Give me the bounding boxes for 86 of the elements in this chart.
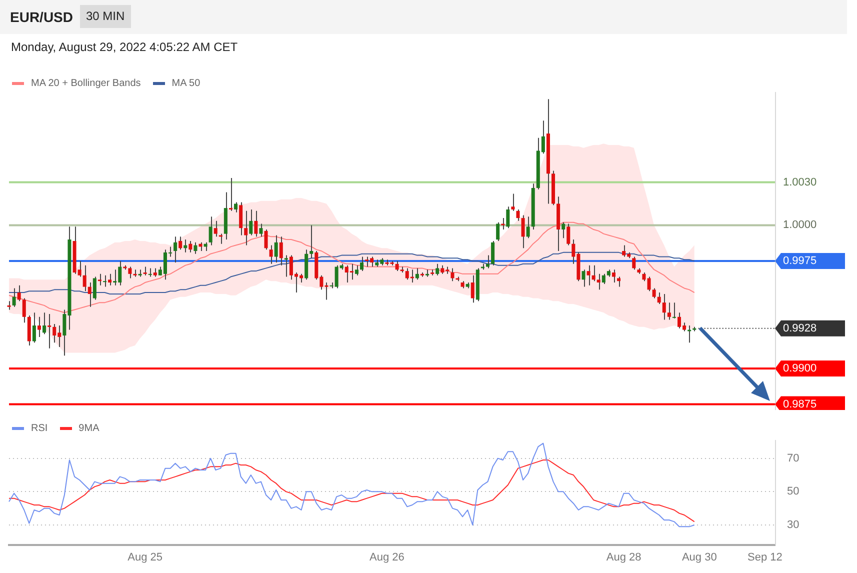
candlestick	[486, 254, 490, 269]
candlestick	[652, 288, 656, 299]
candlestick	[254, 210, 258, 238]
candlestick	[450, 268, 454, 282]
candlestick	[48, 314, 52, 349]
candlestick	[234, 202, 238, 213]
candlestick	[32, 312, 36, 344]
candlestick	[214, 220, 218, 238]
candlestick	[516, 208, 520, 222]
candlestick	[617, 276, 621, 288]
candlestick	[491, 240, 495, 266]
candlestick	[566, 223, 570, 246]
y-tick-label: 50	[787, 486, 800, 498]
ref-line-label: 0.9975	[783, 255, 817, 268]
candlestick	[148, 268, 152, 278]
legend-label: 9MA	[78, 423, 100, 434]
candlestick	[92, 276, 96, 300]
candlestick	[506, 206, 510, 229]
candlestick	[310, 224, 314, 259]
candlestick	[228, 177, 232, 212]
candlestick	[632, 256, 636, 270]
x-tick-label: Aug 26	[370, 552, 404, 564]
candlestick	[244, 210, 248, 246]
candlestick	[239, 202, 243, 236]
candlestick	[521, 214, 525, 249]
x-tick-label: Sep 12	[747, 552, 782, 564]
candlestick	[470, 274, 474, 304]
ref-line-label: 0.9928	[783, 322, 817, 334]
candlestick	[188, 240, 192, 253]
candlestick	[582, 269, 586, 288]
ref-line-label: 1.0000	[783, 219, 817, 232]
legend-label: MA 20 + Bollinger Bands	[30, 78, 141, 89]
candlestick	[17, 284, 21, 302]
ref-line-label: 0.9875	[783, 398, 817, 410]
candlestick	[82, 264, 86, 292]
candlestick	[98, 273, 102, 286]
candlestick	[42, 312, 46, 335]
chart-title: EUR/USD	[10, 9, 74, 25]
candlestick	[436, 263, 440, 276]
candlestick	[174, 236, 178, 263]
candlestick	[511, 193, 515, 212]
candlestick	[662, 293, 666, 320]
candlestick	[178, 236, 182, 250]
candlestick	[22, 298, 26, 324]
candlestick	[37, 316, 41, 338]
candlestick	[88, 282, 92, 308]
candlestick	[360, 256, 364, 272]
candlestick	[284, 254, 288, 278]
ref-line-label: 1.0030	[783, 176, 817, 188]
y-tick-label: 30	[787, 519, 800, 532]
candlestick	[672, 302, 676, 319]
candlestick	[415, 268, 419, 280]
legend-label: RSI	[30, 423, 48, 434]
candlestick	[279, 236, 283, 266]
text: 30 MIN	[80, 5, 131, 28]
candlestick	[496, 222, 500, 242]
candlestick	[12, 288, 16, 308]
candlestick	[218, 233, 222, 244]
y-tick-label: 70	[787, 452, 800, 464]
candlestick	[612, 269, 616, 284]
candlestick	[526, 216, 530, 239]
x-tick-label: Aug 28	[606, 552, 642, 564]
candlestick	[128, 266, 132, 279]
candlestick	[102, 274, 107, 288]
candlestick	[602, 273, 606, 284]
ref-line-label: 0.9900	[783, 362, 817, 374]
legend-label: MA 50	[170, 78, 200, 89]
candlestick	[354, 264, 358, 276]
candlestick	[596, 273, 600, 290]
x-tick-label: Aug 30	[682, 552, 717, 564]
candlestick	[108, 273, 112, 286]
candlestick	[269, 244, 273, 264]
candlestick	[259, 223, 263, 238]
x-tick-label: Aug 25	[128, 552, 163, 564]
candlestick	[667, 302, 671, 320]
candlestick	[249, 208, 253, 236]
candlestick	[395, 260, 399, 272]
candlestick	[194, 242, 198, 254]
candlestick	[274, 234, 278, 263]
candlestick	[208, 216, 212, 246]
candlestick	[586, 264, 590, 286]
chart-subtitle: Monday, August 29, 2022 4:05:22 AM CET	[11, 40, 238, 54]
candlestick	[562, 222, 566, 239]
candlestick	[657, 292, 661, 304]
candlestick	[592, 264, 596, 282]
candlestick	[264, 229, 268, 250]
